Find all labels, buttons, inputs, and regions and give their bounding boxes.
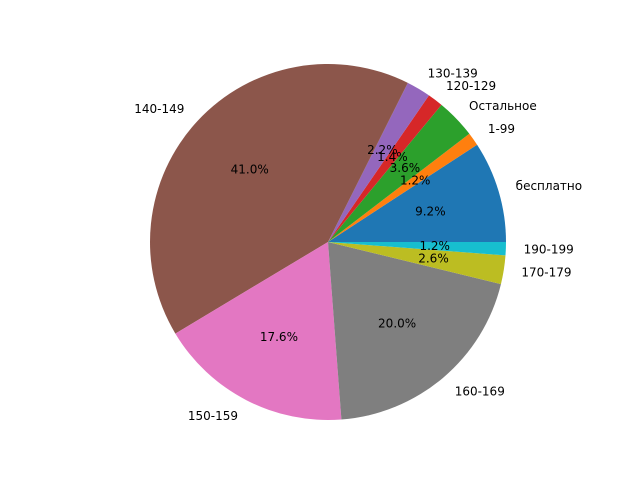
slice-percent-160-169: 20.0% xyxy=(378,316,416,330)
slice-label-160-169: 160-169 xyxy=(455,384,505,398)
slice-label-150-159: 150-159 xyxy=(188,409,238,423)
pie-slice-160-169 xyxy=(328,242,501,420)
slice-percent-120-129: 1.4% xyxy=(377,150,408,164)
slice-percent-остальное: 3.6% xyxy=(390,161,421,175)
pie-slice-1-99 xyxy=(328,133,478,242)
slice-percent-бесплатно: 9.2% xyxy=(415,205,446,219)
pie-slice-190-199 xyxy=(328,242,506,256)
slice-label-1-99: 1-99 xyxy=(488,122,515,136)
pie-slice-140-149 xyxy=(150,64,408,334)
slice-percent-170-179: 2.6% xyxy=(418,252,449,266)
pie-slices xyxy=(150,64,506,420)
slice-percent-1-99: 1.2% xyxy=(400,173,431,187)
slice-percent-140-149: 41.0% xyxy=(231,162,269,176)
slice-label-остальное: Остальное xyxy=(469,99,537,113)
slice-label-120-129: 120-129 xyxy=(446,79,496,93)
slice-label-140-149: 140-149 xyxy=(134,102,184,116)
pie-slice-бесплатно xyxy=(328,144,506,242)
pie-percent-labels: 9.2%1.2%3.6%1.4%2.2%41.0%17.6%20.0%2.6%1… xyxy=(231,143,450,344)
slice-label-170-179: 170-179 xyxy=(521,266,571,280)
pie-slice-остальное xyxy=(328,104,470,242)
pie-slice-120-129 xyxy=(328,95,442,242)
slice-percent-150-159: 17.6% xyxy=(260,330,298,344)
slice-label-бесплатно: бесплатно xyxy=(516,179,582,193)
slice-percent-130-139: 2.2% xyxy=(367,143,398,157)
slice-label-190-199: 190-199 xyxy=(524,242,574,256)
slice-label-130-139: 130-139 xyxy=(428,66,478,80)
slice-percent-190-199: 1.2% xyxy=(419,239,450,253)
pie-slice-130-139 xyxy=(328,82,429,243)
pie-slice-170-179 xyxy=(328,242,506,285)
pie-slice-150-159 xyxy=(175,242,342,420)
